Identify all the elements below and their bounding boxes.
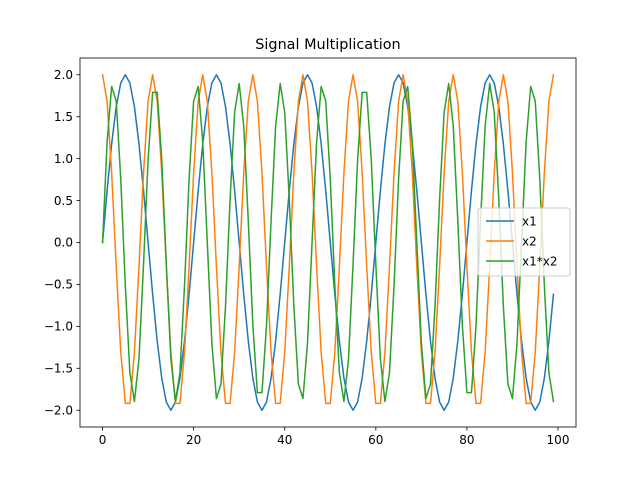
y-tick-label: −0.5: [44, 278, 73, 292]
axes-layer: 0 20 40 60 80 100 −2.0 −1.5 −1.0 −0.5 0.0 0.5 1.0 1.5…: [44, 57, 577, 447]
y-tick-label: 1.0: [54, 152, 73, 166]
y-tick-label: −2.0: [44, 403, 73, 417]
y-tick-label: 1.5: [54, 110, 73, 124]
x-tick-label: 80: [459, 433, 474, 447]
x-tick-label: 40: [277, 433, 292, 447]
y-tick-label: 0.5: [54, 194, 73, 208]
legend: x1 x2 x1*x2: [477, 207, 571, 277]
x-tick-label: 0: [99, 433, 107, 447]
series-line-2: [101, 73, 555, 405]
x-tick-label: 20: [186, 433, 201, 447]
x-tick-label: 60: [368, 433, 383, 447]
x-tick-label: 100: [547, 433, 570, 447]
chart-title: Signal Multiplication: [255, 37, 400, 53]
y-tick-label: −1.0: [44, 320, 73, 334]
legend-label: x2: [522, 234, 537, 248]
legend-label: x1: [522, 214, 537, 228]
y-tick-label: 0.0: [54, 236, 73, 250]
legend-box: [477, 207, 571, 277]
legend-label: x1*x2: [522, 254, 557, 268]
y-tick-label: −1.5: [44, 361, 73, 375]
y-tick-label: 2.0: [54, 68, 73, 82]
